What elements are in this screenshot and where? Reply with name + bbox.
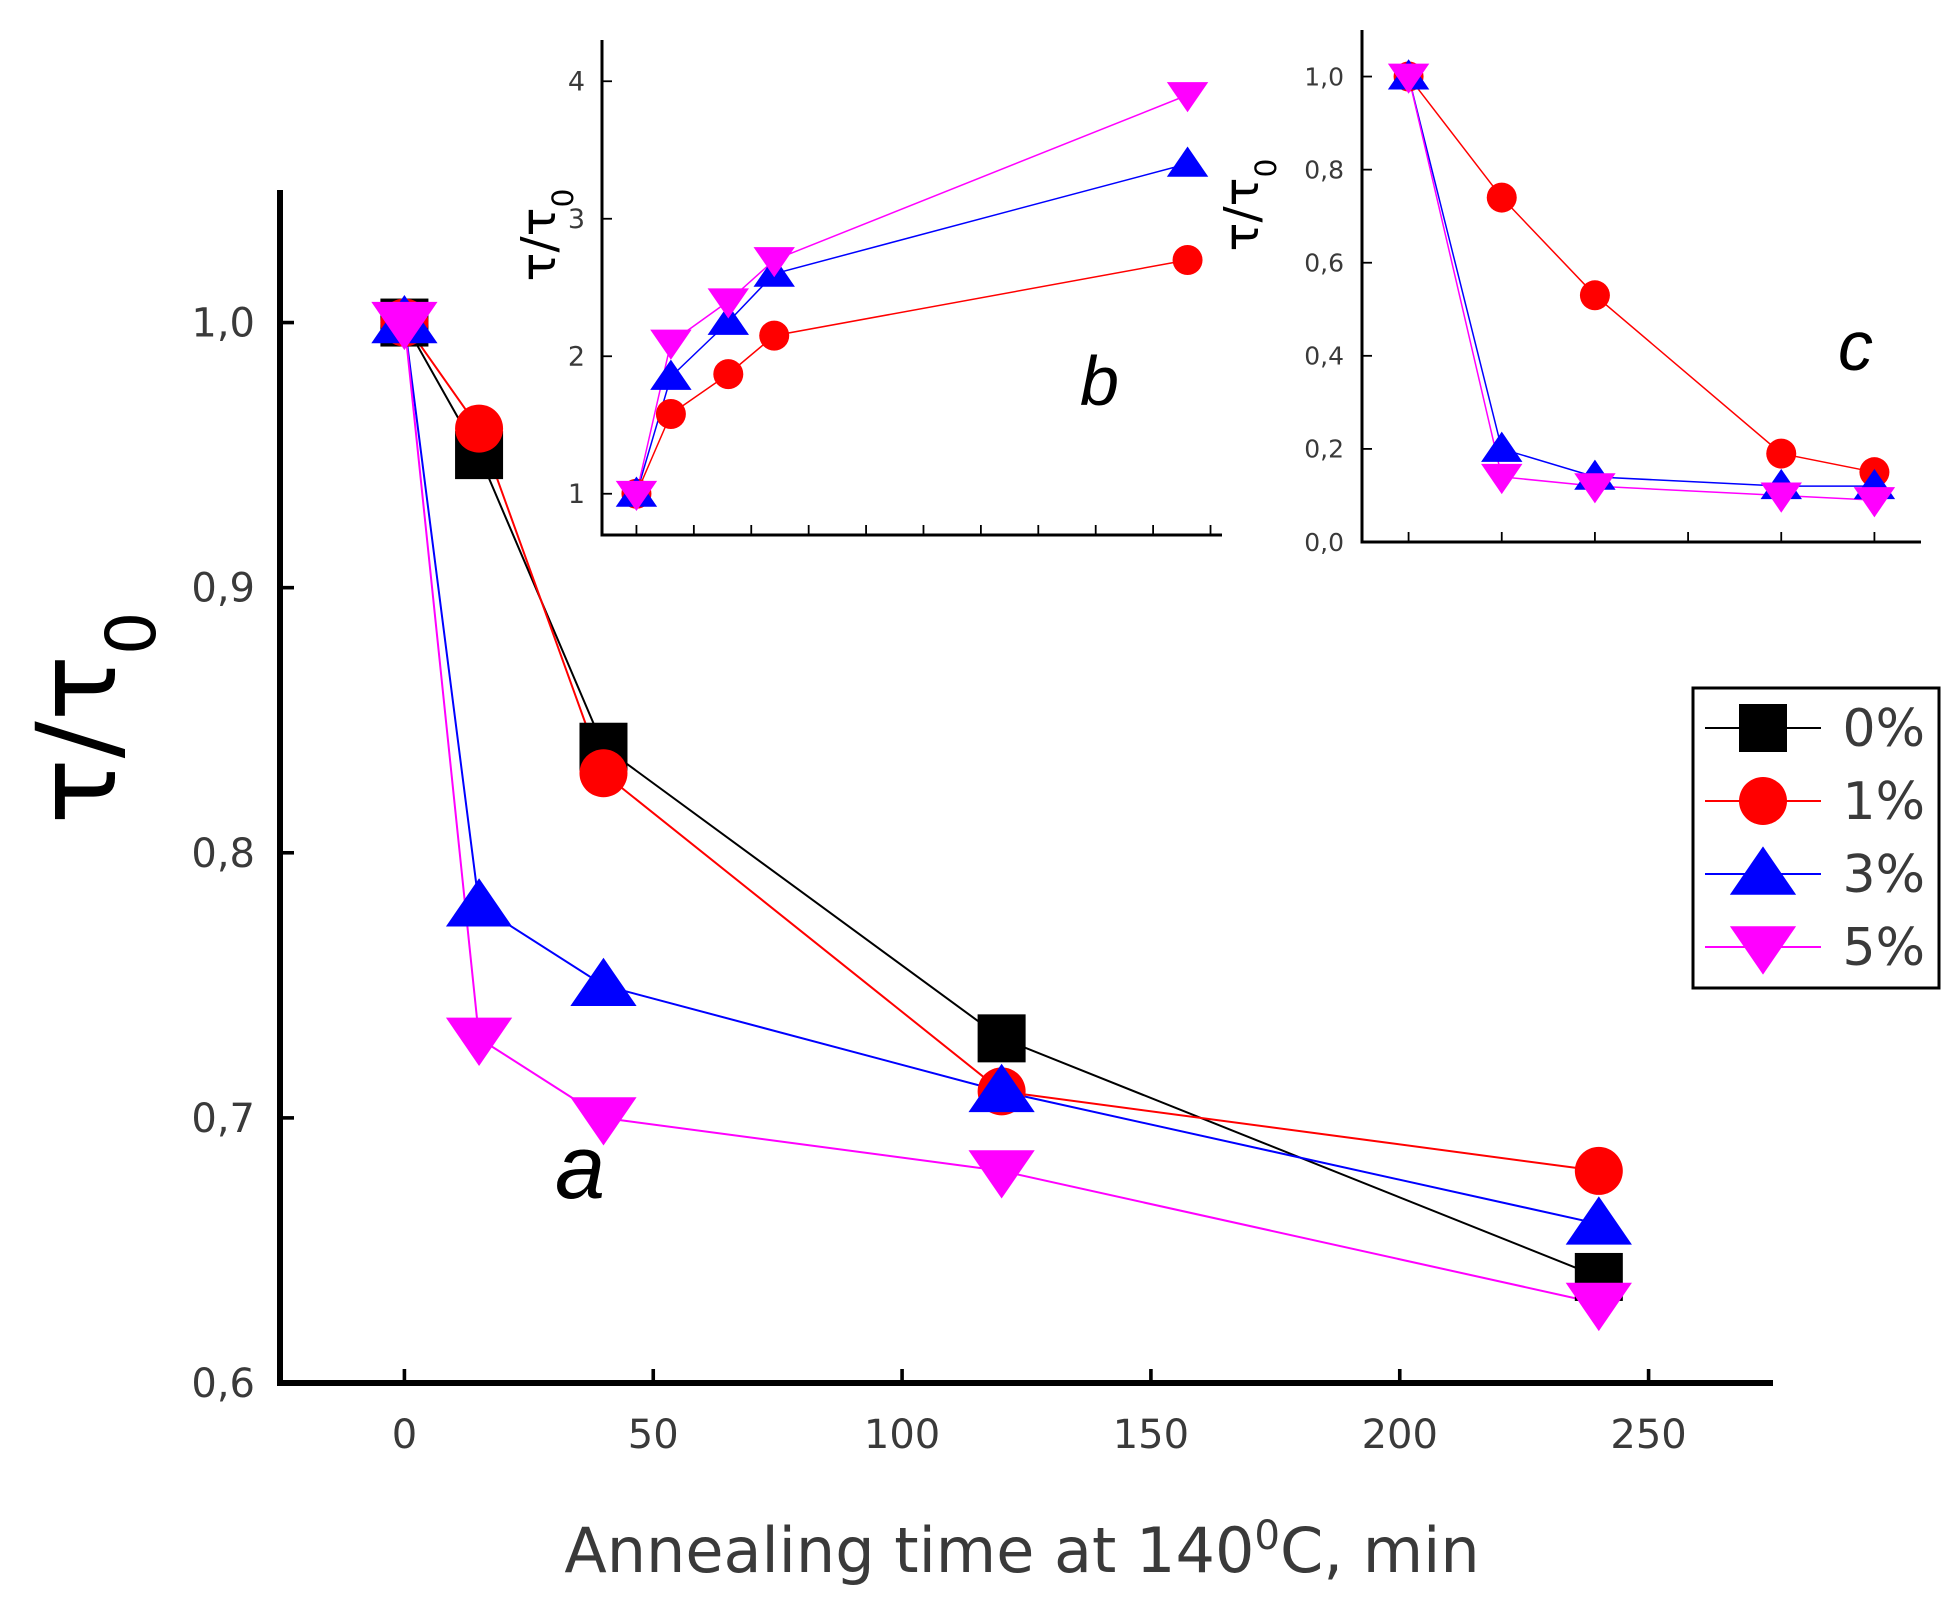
panel-label-b: b — [1080, 342, 1119, 420]
data-point-c-5pct — [1760, 482, 1802, 513]
data-point-b-1pct — [1172, 245, 1203, 275]
panel-b-inset: 1 2 3 4 b τ/τ0 — [511, 40, 1222, 537]
data-point-b-3pct — [707, 304, 749, 335]
data-point-a-3pct — [1565, 1196, 1632, 1245]
y-tick-label-a: 0,8 — [191, 831, 255, 877]
panel-label-c: c — [1838, 307, 1873, 385]
x-tick-label-a: 250 — [1610, 1412, 1686, 1458]
series-line-c-5pct — [1407, 76, 1875, 501]
data-point-b-3pct — [650, 359, 692, 390]
y-tick-label-a: 0,9 — [191, 566, 255, 612]
data-point-b-1pct — [655, 399, 686, 429]
series-line-c-3pct — [1407, 76, 1875, 487]
y-tick-label-c: 1,0 — [1304, 62, 1344, 91]
x-tick-label-a: 50 — [628, 1412, 679, 1458]
data-point-a-3pct — [570, 957, 637, 1007]
data-point-c-5pct — [1853, 487, 1896, 518]
y-tick-label-c: 0,6 — [1304, 248, 1344, 277]
panel-label-a: a — [555, 1118, 605, 1218]
data-point-a-1pct — [455, 404, 504, 453]
legend-label-0pct: 0% — [1843, 699, 1926, 759]
y-tick-label-c: 0,4 — [1304, 342, 1344, 371]
y-tick-label-c: 0,8 — [1304, 155, 1344, 184]
data-point-b-5pct — [650, 329, 692, 360]
legend-label-5pct: 5% — [1843, 918, 1926, 978]
data-point-b-1pct — [759, 320, 790, 351]
data-point-b-5pct — [707, 288, 749, 319]
legend-marker-1pct — [1739, 777, 1787, 825]
panel-a: 0,6 0,7 0,8 0,9 1,0 0 50 100 150 200 250 a τ/τ0 Annea… — [13, 190, 1773, 1587]
x-tick-label-a: 200 — [1362, 1412, 1438, 1458]
data-point-a-3pct — [968, 1063, 1035, 1113]
data-point-c-5pct — [1387, 63, 1430, 94]
data-point-a-3pct — [445, 878, 513, 927]
data-point-a-0pct — [977, 1014, 1026, 1063]
y-tick-label-a: 0,7 — [191, 1096, 255, 1142]
y-tick-label-b: 1 — [568, 479, 585, 510]
data-point-a-5pct — [570, 1097, 637, 1146]
y-axis-label-b: τ/τ0 — [511, 189, 581, 282]
x-tick-label-a: 0 — [392, 1412, 417, 1458]
data-point-a-1pct — [1574, 1146, 1623, 1195]
legend-marker-3pct — [1729, 846, 1797, 895]
data-point-a-5pct — [445, 1017, 513, 1066]
data-point-b-1pct — [713, 359, 744, 390]
data-point-a-1pct — [579, 749, 628, 798]
data-point-c-1pct — [1766, 438, 1797, 469]
y-tick-label-a: 1,0 — [191, 301, 255, 347]
legend-label-1pct: 1% — [1843, 772, 1926, 832]
data-point-a-5pct — [1565, 1282, 1632, 1332]
legend-marker-5pct — [1729, 926, 1797, 975]
series-line-c-1pct — [1407, 76, 1875, 473]
data-point-a-5pct — [371, 301, 438, 351]
data-point-b-5pct — [1166, 82, 1209, 113]
legend-marker-0pct — [1739, 704, 1787, 752]
legend: 0% 1% 3% 5% — [1691, 686, 1941, 990]
data-point-b-5pct — [753, 247, 795, 278]
data-point-c-1pct — [1579, 280, 1610, 311]
data-point-a-5pct — [968, 1150, 1035, 1199]
y-tick-label-a: 0,6 — [191, 1361, 255, 1407]
y-tick-label-b: 3 — [568, 204, 585, 235]
x-tick-label-a: 150 — [1113, 1412, 1189, 1458]
y-axis-label-c: τ/τ0 — [1214, 159, 1284, 252]
x-axis-label-a: Annealing time at 1400C, min — [564, 1512, 1479, 1588]
legend-box — [1691, 686, 1941, 990]
y-axis-label-a: τ/τ0 — [13, 612, 172, 825]
y-tick-label-c: 0,2 — [1304, 435, 1344, 464]
data-point-c-5pct — [1574, 473, 1616, 504]
legend-label-3pct: 3% — [1843, 845, 1926, 905]
x-tick-label-a: 100 — [864, 1412, 940, 1458]
data-point-b-3pct — [1166, 146, 1209, 177]
data-point-c-3pct — [1481, 431, 1523, 462]
y-tick-label-b: 4 — [568, 67, 585, 98]
data-point-b-5pct — [615, 480, 658, 511]
data-point-c-1pct — [1486, 182, 1517, 213]
y-tick-label-c: 0,0 — [1304, 528, 1344, 557]
panel-c-inset: 0,0 0,2 0,4 0,6 0,8 1,0 c τ/τ0 — [1214, 30, 1921, 557]
data-point-c-5pct — [1481, 463, 1523, 495]
y-tick-label-b: 2 — [568, 342, 585, 373]
